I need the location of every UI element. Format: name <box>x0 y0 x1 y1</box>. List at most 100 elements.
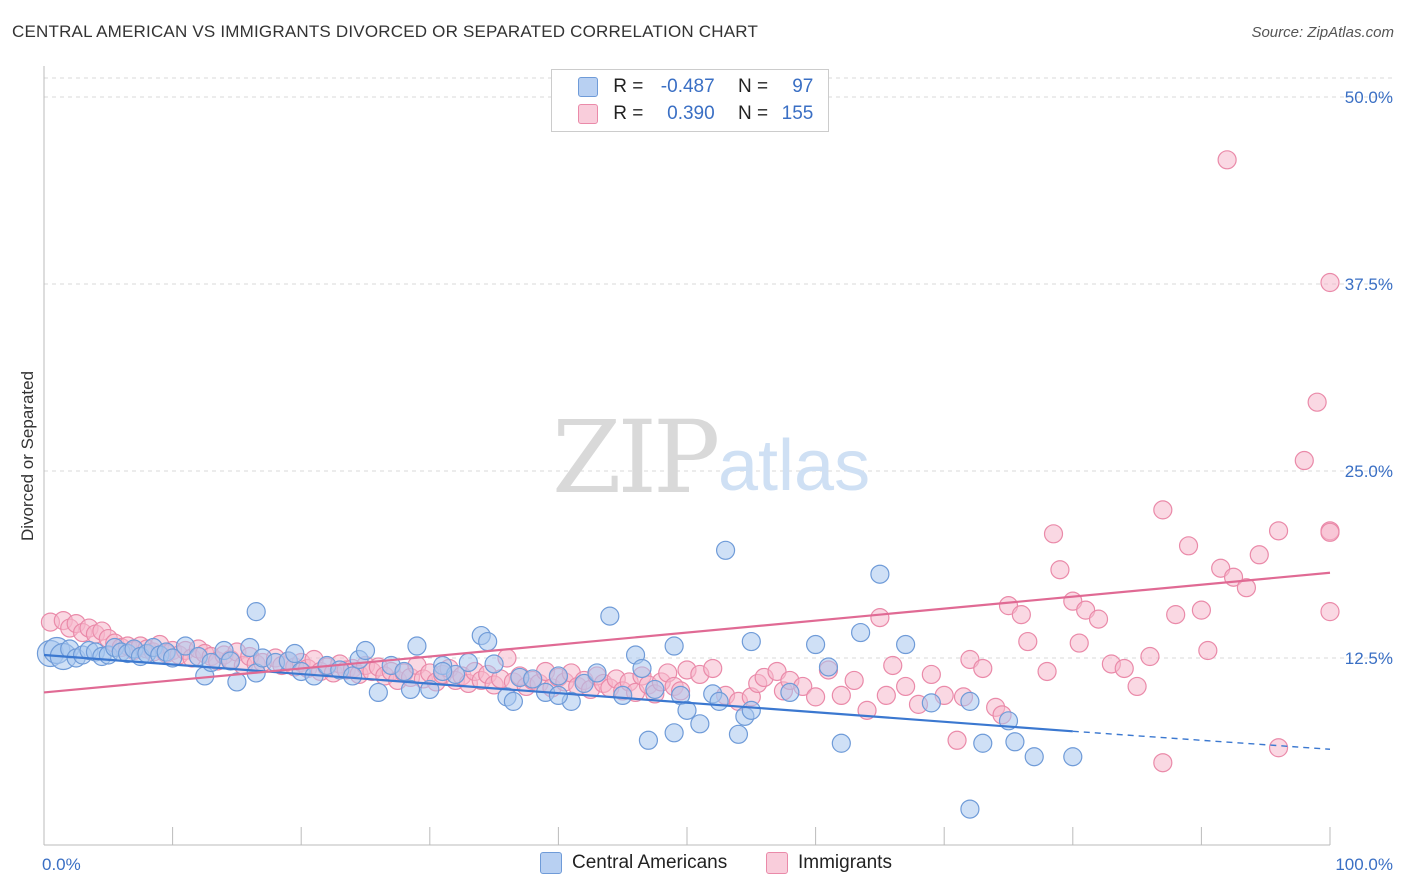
legend-central-r-value: -0.487 <box>660 76 715 97</box>
immigrant-point <box>1268 738 1289 758</box>
central-point <box>574 673 594 694</box>
immigrant-point <box>1178 536 1199 556</box>
central-point <box>355 640 376 661</box>
central-point <box>394 661 414 682</box>
central-point <box>664 636 684 656</box>
bottom-immigrants-label: Immigrants <box>798 852 892 874</box>
central-point <box>690 714 710 734</box>
immigrant-point <box>1217 150 1237 170</box>
central-point <box>458 652 478 673</box>
central-point <box>220 651 241 671</box>
central-point <box>1024 747 1044 767</box>
central-point <box>343 666 363 686</box>
central-swatch <box>578 76 598 97</box>
source-label: Source: ZipAtlas.com <box>1251 24 1394 41</box>
immigrant-point <box>1236 578 1257 598</box>
legend-immigrants-r-label: R = <box>613 103 644 124</box>
central-point <box>407 636 427 656</box>
y-tick-label: 37.5% <box>1345 275 1393 294</box>
central-point <box>503 691 523 711</box>
central-point <box>715 540 736 560</box>
immigrant-point <box>1153 753 1173 773</box>
bottom-central-swatch <box>540 852 562 874</box>
legend-central-r-label: R = <box>613 76 644 97</box>
central-point <box>600 606 620 626</box>
legend-central-n-label: N = <box>737 76 769 97</box>
central-point <box>433 661 453 682</box>
central-point <box>851 622 871 643</box>
central-point <box>523 669 543 689</box>
central-point <box>175 636 196 656</box>
immigrant-point <box>1114 658 1134 679</box>
central-point <box>246 602 266 622</box>
central-point <box>587 663 607 683</box>
immigrant-point <box>805 687 826 707</box>
central-point <box>368 682 388 703</box>
immigrant-point <box>703 658 723 679</box>
central-point <box>960 691 980 711</box>
chart-title: CENTRAL AMERICAN VS IMMIGRANTS DIVORCED … <box>12 22 759 41</box>
immigrant-point <box>1011 605 1031 625</box>
x-tick-label: 0.0% <box>42 855 81 874</box>
central-point <box>478 631 498 652</box>
immigrant-point <box>1140 646 1160 667</box>
legend-row-central: R = -0.487 N = 97 <box>578 76 813 100</box>
immigrant-point <box>1166 605 1186 625</box>
immigrant-point <box>876 685 896 706</box>
y-axis-label: Divorced or Separated <box>18 370 37 542</box>
bottom-immigrants-swatch <box>766 852 788 874</box>
immigrant-point <box>947 730 967 750</box>
bottom-legend-central: Central Americans <box>540 852 727 874</box>
central-point <box>921 693 941 713</box>
central-point <box>677 700 697 720</box>
immigrant-point <box>1088 609 1109 629</box>
central-point <box>285 643 305 664</box>
immigrants-trend-line <box>43 571 1331 694</box>
bottom-central-label: Central Americans <box>572 852 728 874</box>
immigrant-point <box>870 608 890 628</box>
central-point <box>638 730 659 750</box>
central-trend-line <box>43 653 1073 733</box>
immigrant-point <box>1307 392 1327 412</box>
immigrant-point <box>1268 521 1289 541</box>
correlation-legend: R = -0.487 N = 97 R = 0.390 N = 155 <box>551 69 829 132</box>
legend-immigrants-n-value: 155 <box>781 103 814 124</box>
immigrant-point <box>1037 661 1057 682</box>
immigrant-point <box>1050 560 1070 580</box>
immigrant-point <box>1069 633 1089 653</box>
x-tick-label: 100.0% <box>1335 855 1393 874</box>
central-point <box>818 657 839 677</box>
immigrant-point <box>1043 524 1064 544</box>
central-point <box>780 682 800 703</box>
watermark-atlas: atlas <box>718 426 870 506</box>
immigrant-point <box>1191 600 1212 620</box>
immigrant-point <box>1320 602 1340 622</box>
central-point <box>741 631 761 652</box>
immigrant-point <box>831 685 851 706</box>
legend-immigrants-n-label: N = <box>737 103 769 124</box>
central-point <box>484 654 504 674</box>
immigrant-point <box>1320 272 1340 293</box>
central-point <box>1063 747 1083 767</box>
central-point <box>163 648 183 668</box>
central-point <box>664 723 684 743</box>
central-point <box>973 733 993 753</box>
immigrant-point <box>896 676 916 697</box>
central-point <box>1005 732 1025 752</box>
bottom-legend-immigrants: Immigrants <box>766 852 892 874</box>
immigrant-point <box>1249 545 1269 565</box>
immigrant-point <box>973 658 993 679</box>
immigrant-point <box>844 670 864 691</box>
y-tick-label: 25.0% <box>1345 462 1393 481</box>
immigrant-point <box>1320 522 1340 542</box>
y-tick-label: 50.0% <box>1345 88 1393 107</box>
central-point <box>960 799 980 819</box>
immigrant-point <box>1153 500 1173 520</box>
central-point <box>227 672 247 692</box>
legend-row-immigrants: R = 0.390 N = 155 <box>578 103 813 127</box>
central-point <box>400 679 421 700</box>
immigrant-point <box>883 655 903 676</box>
legend-central-n-value: 97 <box>792 76 814 97</box>
central-point <box>805 634 826 655</box>
